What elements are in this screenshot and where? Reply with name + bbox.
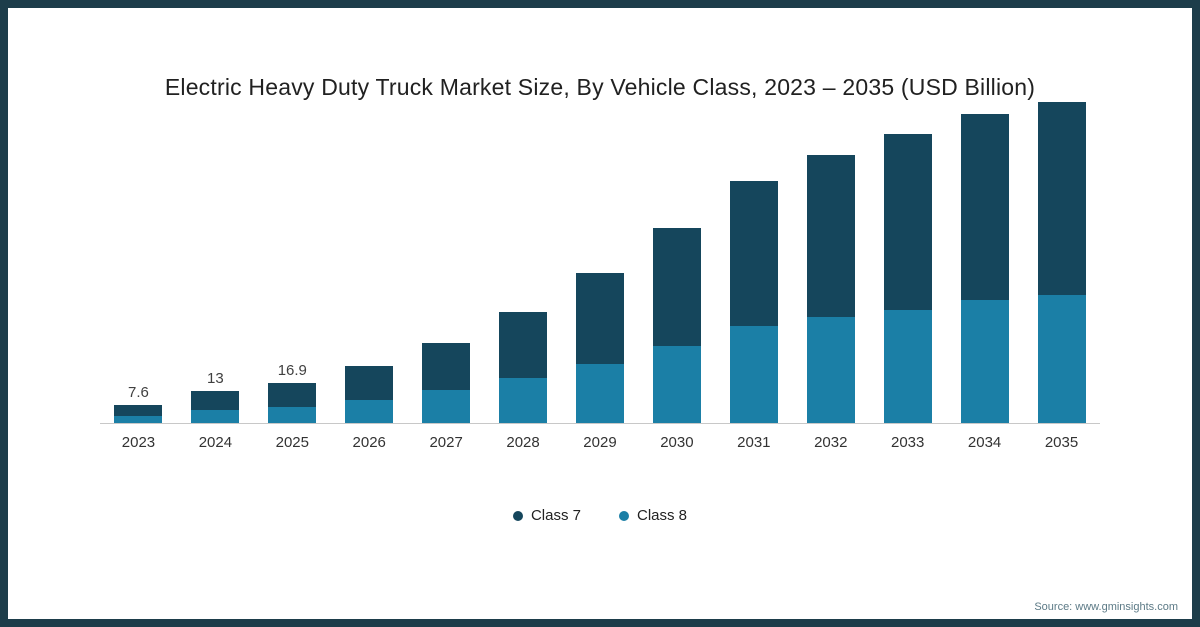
x-axis-label: 2034: [967, 434, 1002, 451]
x-axis-label: 2026: [352, 434, 386, 451]
source-attribution: Source: www.gminsights.com: [1034, 601, 1178, 613]
stacked-bar: [191, 391, 240, 423]
x-axis-label: 2032: [814, 434, 848, 451]
bar-segment-class8: [960, 300, 1009, 423]
bar-segment-class8: [499, 378, 548, 423]
legend: Class 7 Class 8: [8, 507, 1192, 524]
x-axis-label: 2027: [429, 434, 463, 451]
bar-column: [331, 366, 408, 423]
bar-segment-class8: [114, 416, 163, 423]
bar-segment-class8: [268, 407, 317, 423]
bar-segment-class7: [652, 228, 701, 346]
bar-column: [408, 343, 485, 423]
bar-segment-class8: [345, 400, 394, 423]
x-axis-label: 2030: [660, 434, 694, 451]
x-axis-label: 2025: [275, 434, 309, 451]
bar-segment-class8: [806, 317, 855, 423]
legend-item: Class 8: [619, 507, 687, 524]
stacked-bar: [422, 343, 471, 423]
bar-column: [638, 228, 715, 423]
bar-value-label: 7.6: [128, 384, 149, 401]
plot-area: 7.6 13 16.9: [100, 93, 1100, 424]
bar-segment-class8: [729, 326, 778, 423]
stacked-bar: [345, 366, 394, 423]
x-axis-label: 2023: [121, 434, 156, 451]
bar-column: 16.9: [254, 363, 331, 423]
bar-segment-class7: [191, 391, 240, 410]
bar-column: [946, 114, 1023, 423]
bar-value-label: 13: [207, 370, 224, 387]
bar-value-label: 16.9: [277, 362, 307, 379]
stacked-bar: [575, 273, 624, 423]
bar-column: 13: [177, 371, 254, 423]
bar-segment-class7: [268, 383, 317, 407]
stacked-bar: [960, 114, 1009, 423]
x-axis-label: 2029: [583, 434, 617, 451]
legend-item: Class 7: [512, 507, 581, 524]
bar-segment-class7: [729, 181, 778, 326]
bar-segment-class7: [960, 114, 1009, 300]
bar-column: [715, 181, 792, 423]
bar-segment-class7: [883, 134, 932, 310]
bar-segment-class8: [1037, 295, 1086, 423]
bar-column: [869, 134, 946, 423]
stacked-bar: [883, 134, 932, 423]
bar-segment-class7: [1037, 102, 1086, 295]
bar-column: 7.6: [100, 385, 177, 423]
bar-segment-class8: [191, 410, 240, 423]
stacked-bar: [114, 405, 163, 423]
bar-segment-class8: [652, 346, 701, 423]
stacked-bar: [729, 181, 778, 423]
x-axis-labels: 2023 2024 2025 2026 2027 2028 2029 2030 2031 2032…: [100, 424, 1100, 451]
stacked-bar: [268, 383, 317, 423]
bar-segment-class7: [575, 273, 624, 364]
stacked-bar: [652, 228, 701, 423]
x-axis-label: 2035: [1044, 434, 1079, 451]
x-axis-label: 2024: [198, 434, 233, 451]
bar-column: [485, 312, 562, 423]
bar-segment-class8: [883, 310, 932, 423]
bar-segment-class8: [575, 364, 624, 423]
bar-segment-class7: [114, 405, 163, 416]
chart-title: Electric Heavy Duty Truck Market Size, B…: [164, 74, 1036, 100]
x-axis-label: 2028: [506, 434, 540, 451]
legend-label: Class 8: [637, 507, 688, 524]
x-axis-label: 2033: [890, 434, 925, 451]
bar-segment-class8: [422, 390, 471, 423]
bar-segment-class7: [422, 343, 471, 390]
legend-dot-icon: [619, 510, 629, 521]
bar-segment-class7: [499, 312, 548, 378]
bar-column: [792, 155, 869, 423]
bar-column: [1023, 102, 1100, 423]
legend-label: Class 7: [530, 507, 581, 524]
x-axis-label: 2031: [737, 434, 771, 451]
bar-segment-class7: [345, 366, 394, 400]
legend-dot-icon: [512, 510, 523, 521]
stacked-bar: [499, 312, 548, 423]
bar-chart: 7.6 13 16.9 2023 2024 2025 2026 2027 2028 2029 20…: [100, 93, 1100, 451]
bar-segment-class7: [806, 155, 855, 317]
bar-column: [562, 273, 639, 423]
stacked-bar: [806, 155, 855, 423]
stacked-bar: [1037, 102, 1086, 423]
